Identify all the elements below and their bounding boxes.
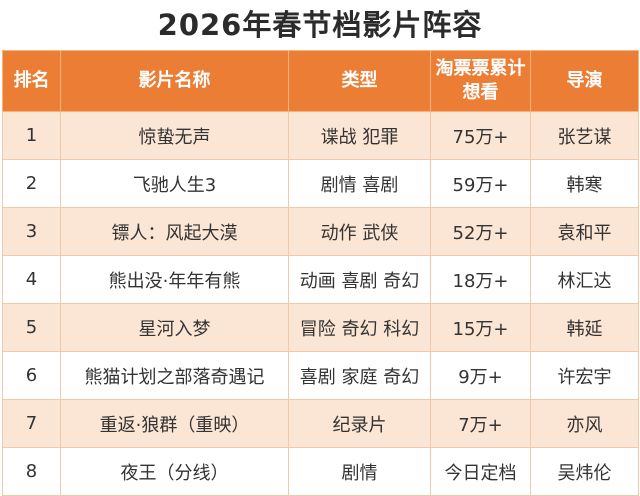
table-header-row: 排名 影片名称 类型 淘票票累计想看 导演 bbox=[2, 50, 639, 112]
want-to-see-cell: 75万+ bbox=[430, 111, 531, 160]
rank-cell: 3 bbox=[2, 207, 61, 256]
genre-cell: 动画 喜剧 奇幻 bbox=[288, 255, 431, 304]
film-name-cell: 星河入梦 bbox=[60, 303, 289, 352]
film-name-cell: 熊出没·年年有熊 bbox=[60, 255, 289, 304]
genre-cell: 谍战 犯罪 bbox=[288, 111, 431, 160]
header-director: 导演 bbox=[530, 50, 639, 112]
header-genre: 类型 bbox=[288, 50, 431, 112]
director-cell: 许宏宇 bbox=[530, 351, 639, 400]
film-name-cell: 惊蛰无声 bbox=[60, 111, 289, 160]
film-name-cell: 飞驰人生3 bbox=[60, 159, 289, 208]
header-rank: 排名 bbox=[2, 50, 61, 112]
table-row: 6 熊猫计划之部落奇遇记 喜剧 家庭 奇幻 9万+ 许宏宇 bbox=[2, 351, 639, 400]
genre-cell: 冒险 奇幻 科幻 bbox=[288, 303, 431, 352]
rank-cell: 8 bbox=[2, 447, 61, 496]
genre-cell: 剧情 喜剧 bbox=[288, 159, 431, 208]
genre-cell: 纪录片 bbox=[288, 399, 431, 448]
want-to-see-cell: 9万+ bbox=[430, 351, 531, 400]
want-to-see-cell: 18万+ bbox=[430, 255, 531, 304]
table-row: 2 飞驰人生3 剧情 喜剧 59万+ 韩寒 bbox=[2, 159, 639, 208]
film-name-cell: 夜王（分线） bbox=[60, 447, 289, 496]
table-row: 4 熊出没·年年有熊 动画 喜剧 奇幻 18万+ 林汇达 bbox=[2, 255, 639, 304]
table-row: 7 重返·狼群（重映） 纪录片 7万+ 亦风 bbox=[2, 399, 639, 448]
genre-cell: 喜剧 家庭 奇幻 bbox=[288, 351, 431, 400]
genre-cell: 动作 武侠 bbox=[288, 207, 431, 256]
want-to-see-cell: 今日定档 bbox=[430, 447, 531, 496]
film-name-cell: 熊猫计划之部落奇遇记 bbox=[60, 351, 289, 400]
director-cell: 林汇达 bbox=[530, 255, 639, 304]
genre-cell: 剧情 bbox=[288, 447, 431, 496]
header-film-name: 影片名称 bbox=[60, 50, 289, 112]
table-row: 8 夜王（分线） 剧情 今日定档 吴炜伦 bbox=[2, 447, 639, 496]
rank-cell: 5 bbox=[2, 303, 61, 352]
film-name-cell: 镖人：风起大漠 bbox=[60, 207, 289, 256]
rank-cell: 2 bbox=[2, 159, 61, 208]
rank-cell: 1 bbox=[2, 111, 61, 160]
director-cell: 张艺谋 bbox=[530, 111, 639, 160]
rank-cell: 6 bbox=[2, 351, 61, 400]
rank-cell: 4 bbox=[2, 255, 61, 304]
film-name-cell: 重返·狼群（重映） bbox=[60, 399, 289, 448]
want-to-see-cell: 15万+ bbox=[430, 303, 531, 352]
table-row: 5 星河入梦 冒险 奇幻 科幻 15万+ 韩延 bbox=[2, 303, 639, 352]
want-to-see-cell: 52万+ bbox=[430, 207, 531, 256]
director-cell: 韩延 bbox=[530, 303, 639, 352]
page-title: 2026年春节档影片阵容 bbox=[157, 8, 483, 42]
director-cell: 亦风 bbox=[530, 399, 639, 448]
want-to-see-cell: 7万+ bbox=[430, 399, 531, 448]
table-row: 3 镖人：风起大漠 动作 武侠 52万+ 袁和平 bbox=[2, 207, 639, 256]
want-to-see-cell: 59万+ bbox=[430, 159, 531, 208]
director-cell: 韩寒 bbox=[530, 159, 639, 208]
table-row: 1 惊蛰无声 谍战 犯罪 75万+ 张艺谋 bbox=[2, 111, 639, 160]
film-lineup-table: 排名 影片名称 类型 淘票票累计想看 导演 1 惊蛰无声 谍战 犯罪 75万+ … bbox=[2, 50, 639, 496]
director-cell: 袁和平 bbox=[530, 207, 639, 256]
rank-cell: 7 bbox=[2, 399, 61, 448]
header-want-to-see: 淘票票累计想看 bbox=[430, 50, 531, 112]
director-cell: 吴炜伦 bbox=[530, 447, 639, 496]
